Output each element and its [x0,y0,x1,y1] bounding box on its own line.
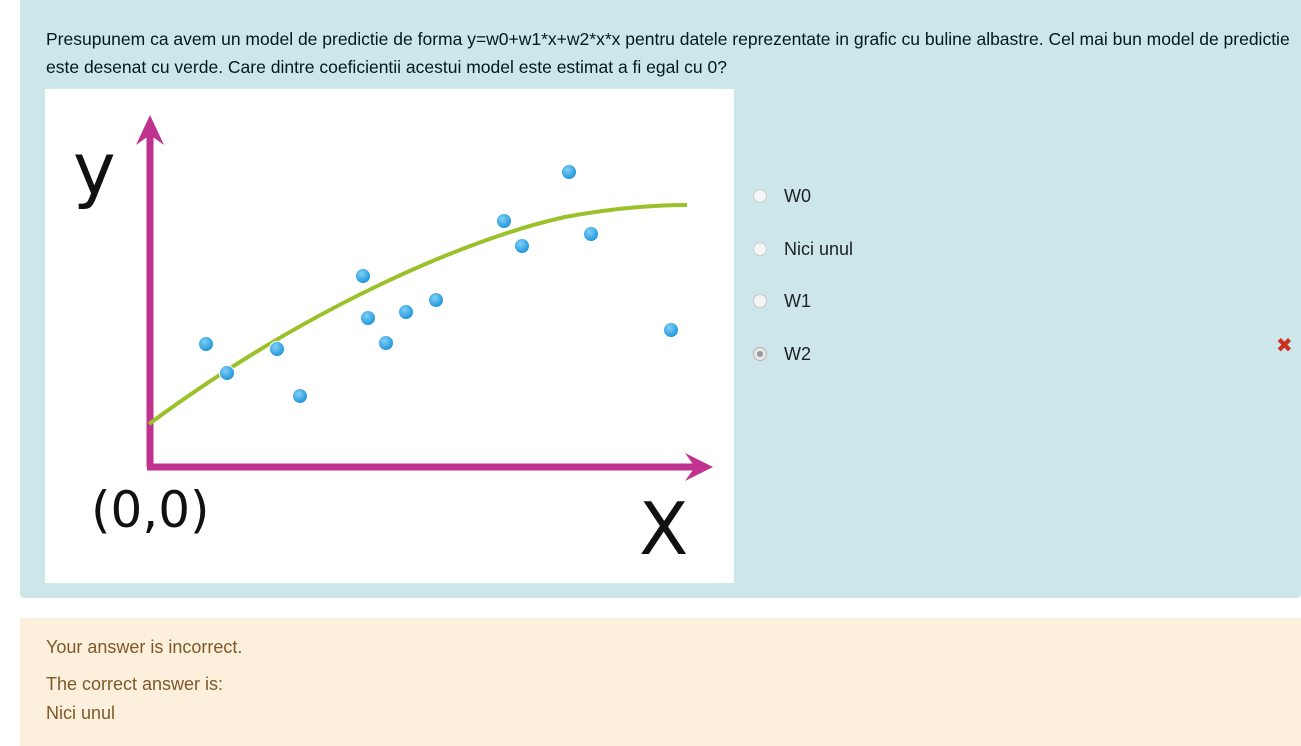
radio-w2-selected[interactable] [753,347,767,361]
scatter-plot-image: y (0,0) X [73,115,713,571]
feedback-panel: Your answer is incorrect. The correct an… [20,618,1301,746]
data-point [292,388,308,404]
data-point [378,335,394,351]
data-point [398,304,414,320]
question-panel: Presupunem ca avem un model de predictie… [20,0,1301,598]
answer-label: W0 [784,185,811,206]
question-figure: y (0,0) X [45,89,734,583]
data-point [514,238,530,254]
x-axis-arrow-icon [685,453,713,481]
question-text: Presupunem ca avem un model de predictie… [46,29,1290,77]
data-point [561,164,577,180]
answer-label: W1 [784,290,811,311]
data-point [198,336,214,352]
answer-option-w1[interactable]: W1 [753,281,1283,321]
fitted-curve [147,203,688,426]
answer-label: Nici unul [784,238,854,259]
y-axis-arrow-icon [136,115,164,145]
data-point [428,292,444,308]
answer-option-w2[interactable]: W2 ✖ [753,334,1293,374]
data-point [269,341,285,357]
data-point [496,213,512,229]
correct-answer-value: Nici unul [46,703,116,723]
data-point [355,268,371,284]
answer-option-nici-unul[interactable]: Nici unul [753,229,1283,269]
radio-w0[interactable] [753,189,767,203]
feedback-result: Your answer is incorrect. [46,637,243,657]
radio-nici-unul[interactable] [753,242,767,256]
data-point [219,365,235,381]
data-point [583,226,599,242]
answer-label: W2 [784,343,811,364]
data-points [198,164,679,404]
origin-label: (0,0) [91,481,210,539]
radio-w1[interactable] [753,294,767,308]
y-axis-label: y [73,127,116,211]
correct-answer-heading: The correct answer is: [46,674,224,694]
data-point [663,322,679,338]
answer-option-w0[interactable]: W0 [753,176,1283,216]
cross-icon: ✖ [1276,335,1293,357]
data-point [360,310,376,326]
x-axis-label: X [639,487,688,571]
